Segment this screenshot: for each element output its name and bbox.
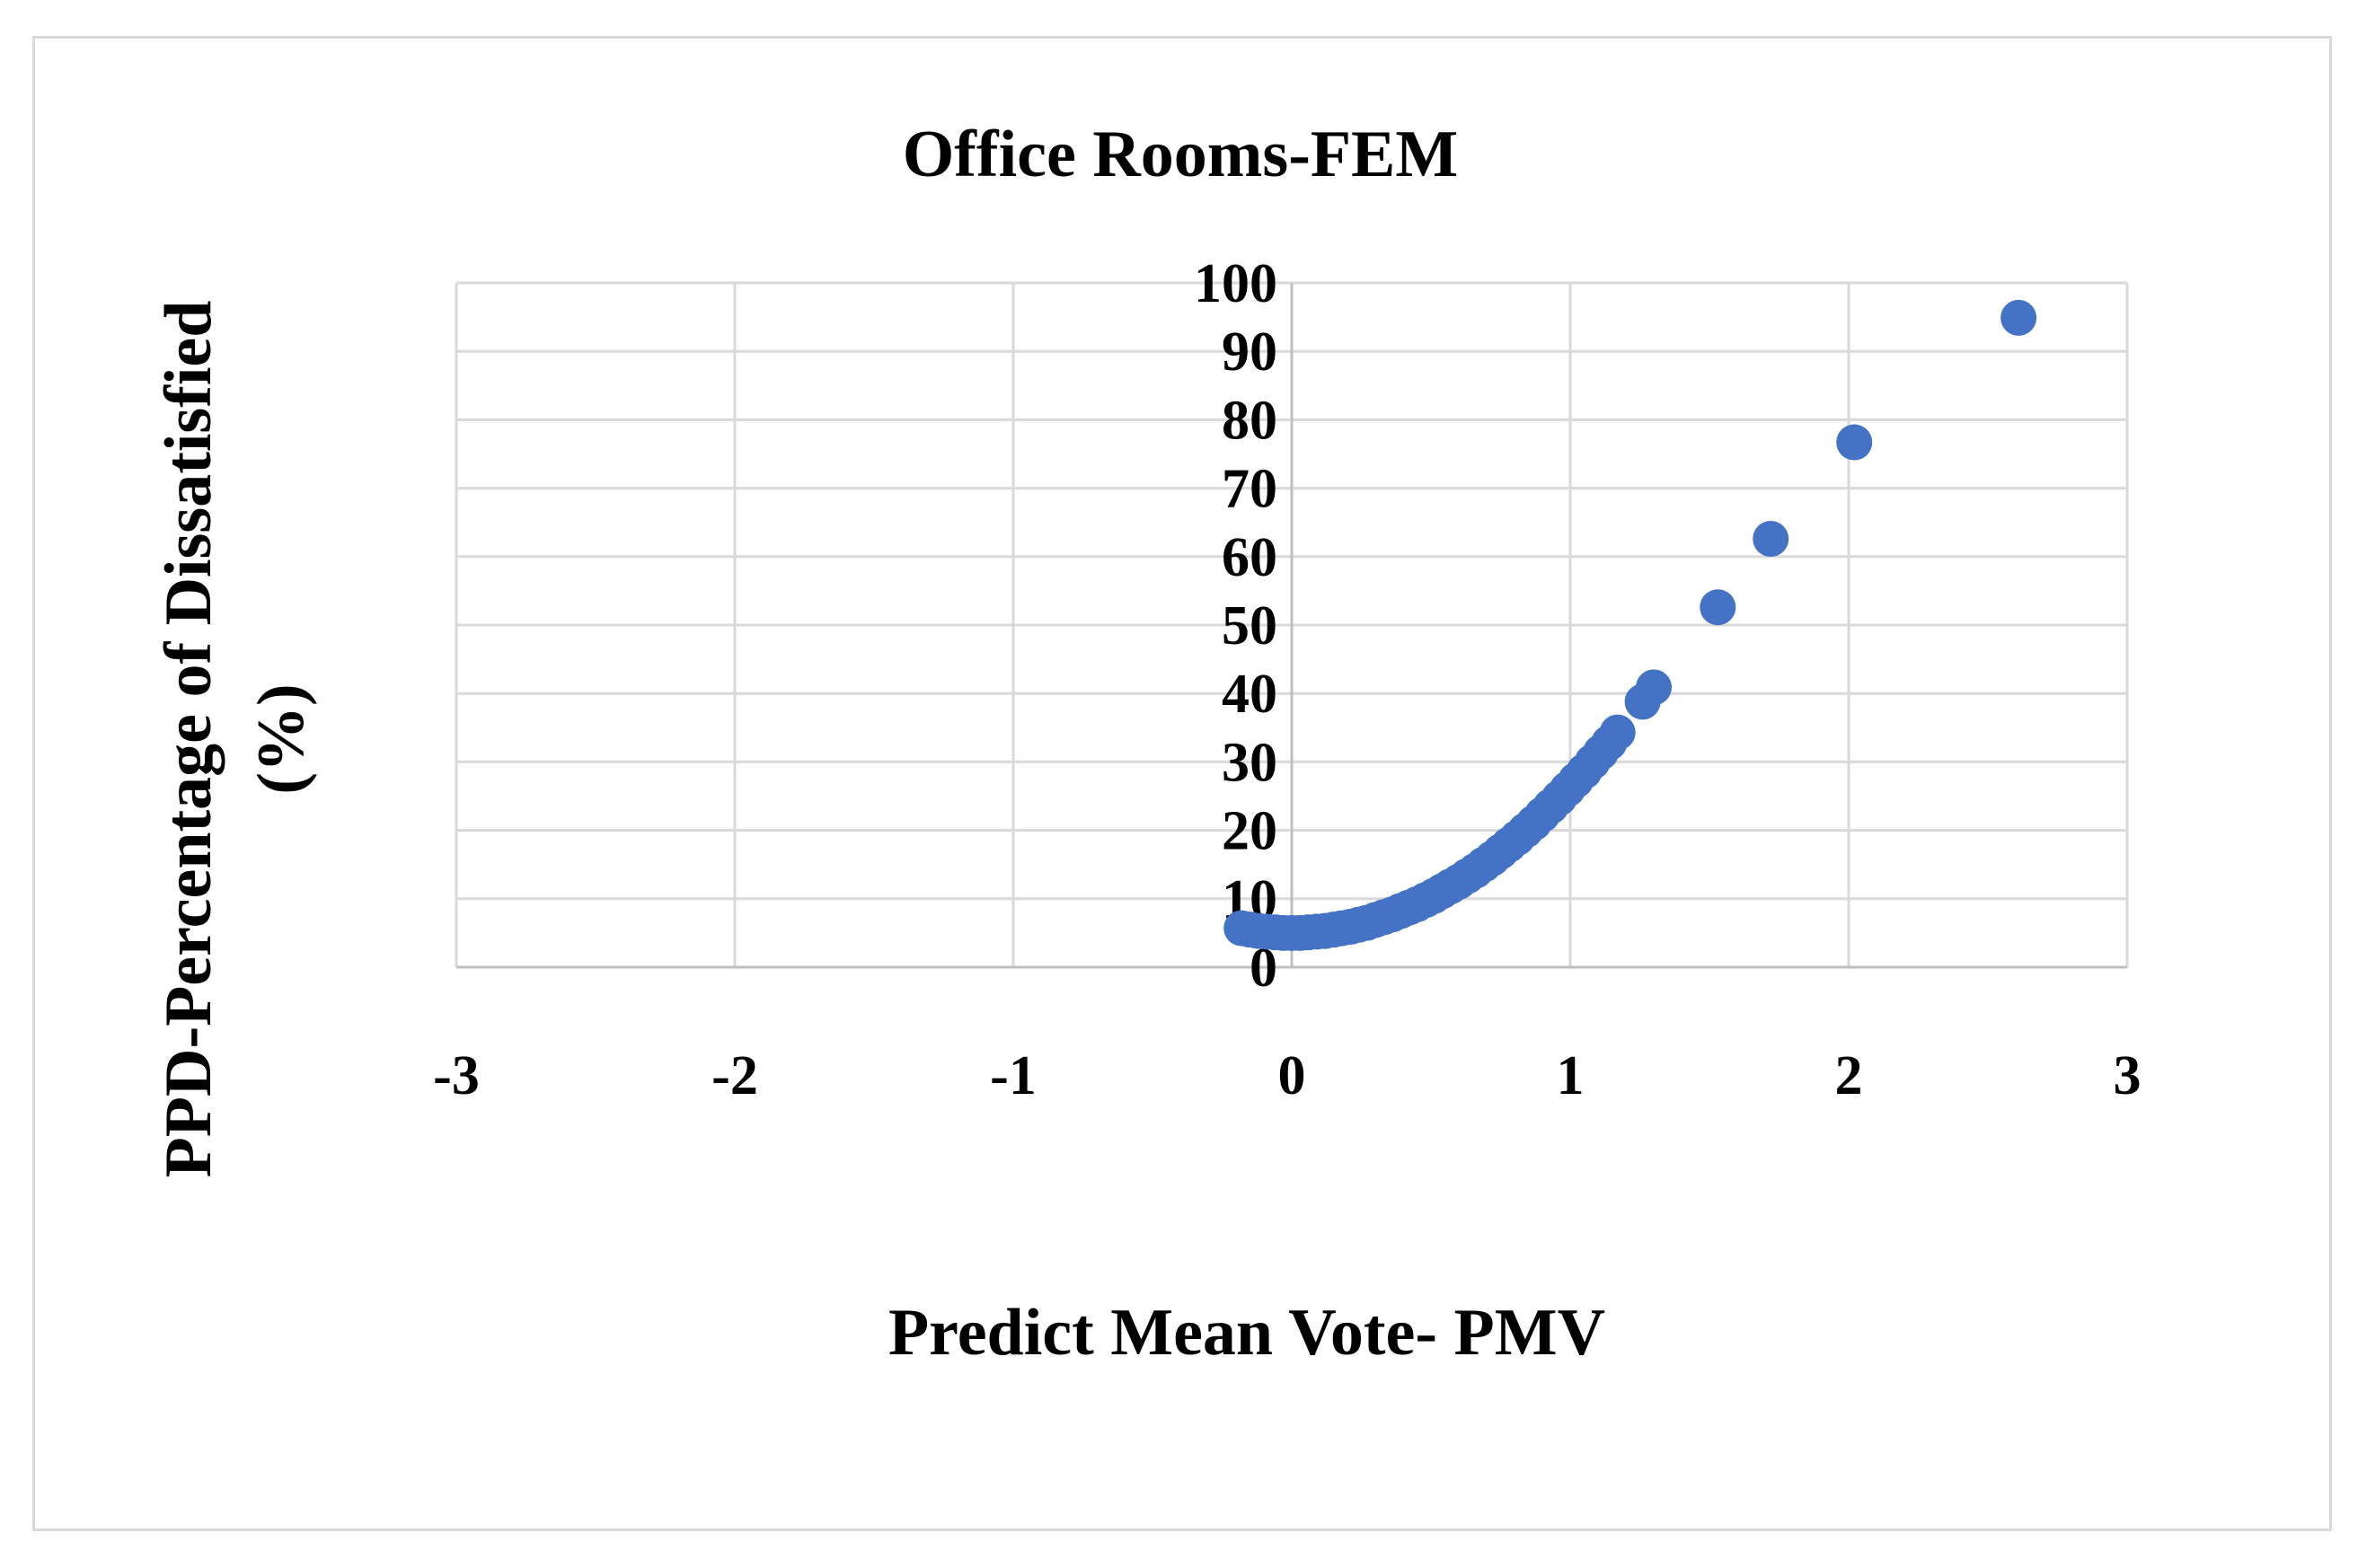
y-tick-label: 100 bbox=[1194, 253, 1277, 314]
y-tick-label: 20 bbox=[1222, 801, 1277, 862]
y-tick-label: 80 bbox=[1222, 390, 1277, 451]
axes bbox=[456, 283, 2127, 969]
y-axis-title-line2: (%) bbox=[244, 683, 318, 794]
y-tick-label: 30 bbox=[1222, 732, 1277, 793]
x-axis-title: Predict Mean Vote- PMV bbox=[888, 1296, 1605, 1370]
x-tick-label: -2 bbox=[711, 1045, 758, 1106]
x-tick-label: 0 bbox=[1278, 1045, 1306, 1106]
x-tick-label: 3 bbox=[2114, 1045, 2142, 1106]
data-point bbox=[1636, 669, 1672, 706]
x-tick-labels: -3 -2 -1 0 1 2 3 bbox=[433, 1045, 2141, 1106]
y-tick-label: 40 bbox=[1222, 664, 1277, 725]
y-tick-label: 60 bbox=[1222, 527, 1277, 588]
y-axis-title-line1: PPD-Percentage of Dissatisfied bbox=[152, 301, 225, 1178]
chart-frame bbox=[32, 36, 2332, 1531]
data-point bbox=[1836, 424, 1873, 461]
chart-title: Office Rooms-FEM bbox=[903, 118, 1459, 191]
x-tick-label: 1 bbox=[1557, 1045, 1585, 1106]
x-tick-label: -1 bbox=[990, 1045, 1037, 1106]
data-point bbox=[2000, 299, 2037, 336]
x-tick-label: 2 bbox=[1835, 1045, 1863, 1106]
y-tick-label: 50 bbox=[1222, 595, 1277, 656]
x-tick-label: -3 bbox=[433, 1045, 480, 1106]
data-points bbox=[1223, 299, 2037, 951]
data-point bbox=[1700, 589, 1736, 626]
data-point bbox=[1599, 714, 1636, 751]
y-tick-label: 90 bbox=[1222, 322, 1277, 383]
data-point bbox=[1753, 520, 1789, 557]
y-tick-label: 70 bbox=[1222, 459, 1277, 520]
